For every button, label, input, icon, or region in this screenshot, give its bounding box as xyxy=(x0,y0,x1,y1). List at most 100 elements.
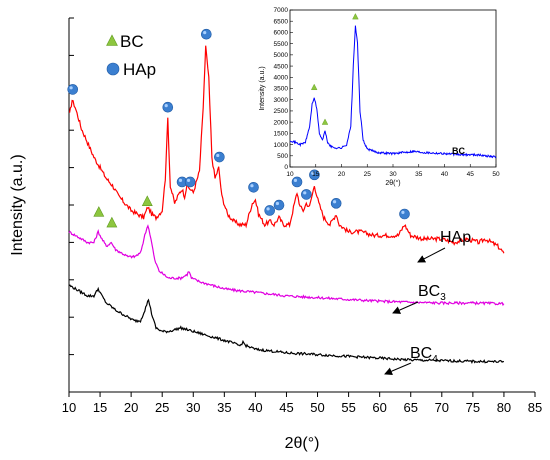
hap-peak-marker-highlight xyxy=(216,153,220,158)
series-label-bc4: BC4 xyxy=(410,345,438,365)
inset-y-tick-label: 3000 xyxy=(274,97,289,104)
hap-peak-marker-highlight xyxy=(186,178,191,182)
inset-x-tick-label: 20 xyxy=(338,171,346,178)
main-x-tick-label: 15 xyxy=(93,400,107,415)
main-x-tick-label: 85 xyxy=(528,400,542,415)
main-x-tick-label: 60 xyxy=(372,400,386,415)
triangle-icon xyxy=(106,34,118,46)
inset-y-ticks: 0 500 1000 1500 2000 2500 3000 3500 4000 4500 5000… xyxy=(274,7,293,171)
legend-item-bc: BC xyxy=(106,32,144,51)
hap-peak-marker-highlight xyxy=(266,207,270,211)
legend-label-bc: BC xyxy=(120,32,144,51)
hap-peak-marker xyxy=(264,205,275,216)
inset-y-tick-label: 5000 xyxy=(274,52,289,59)
hap-peak-marker xyxy=(214,151,225,163)
hap-peak-marker xyxy=(162,101,174,113)
hap-peak-marker-highlight xyxy=(311,171,315,175)
main-x-tick-label: 75 xyxy=(466,400,480,415)
inset-x-tick-label: 50 xyxy=(492,171,500,178)
inset-y-tick-label: 5500 xyxy=(274,41,289,48)
series-label-hap: HAp xyxy=(440,229,471,246)
inset-y-axis-label: Intensity (a.u.) xyxy=(259,66,266,110)
series-line-hap xyxy=(69,45,505,254)
inset-x-ticks: 10 15 20 25 30 35 40 45 50 xyxy=(286,164,500,178)
inset-y-tick-label: 4500 xyxy=(274,63,289,70)
series-label-bc3-main: BC xyxy=(418,283,440,300)
main-y-ticks xyxy=(69,17,74,393)
main-x-axis-label: 2θ(°) xyxy=(285,435,320,452)
legend-item-hap: HAp xyxy=(106,60,156,79)
main-plot-area: 10 15 20 25 30 35 40 45 50 55 60 65 70 75 80 85 2θ(°) I… xyxy=(9,17,542,452)
inset-y-tick-label: 500 xyxy=(277,153,288,160)
hap-peak-marker xyxy=(399,208,410,220)
inset-x-axis-label: 2θ(°) xyxy=(385,179,400,187)
inset-x-tick-label: 10 xyxy=(286,171,294,178)
hap-peak-marker xyxy=(184,176,196,188)
hap-peak-marker xyxy=(201,28,212,40)
inset-y-tick-label: 2000 xyxy=(274,119,289,126)
hap-peak-marker xyxy=(248,182,259,193)
hap-peak-marker xyxy=(291,176,303,188)
hap-peak-marker-highlight xyxy=(178,178,183,182)
inset-y-tick-label: 0 xyxy=(284,164,288,171)
hap-peak-marker-highlight xyxy=(250,184,254,188)
legend: BC HAp xyxy=(106,32,156,79)
main-x-tick-label: 10 xyxy=(62,400,76,415)
main-x-tick-label: 65 xyxy=(403,400,417,415)
series-label-bc3: BC3 xyxy=(418,283,446,303)
inset-x-tick-label: 45 xyxy=(467,171,475,178)
main-series-group xyxy=(68,45,505,364)
bc-peak-marker xyxy=(106,216,118,228)
inset-x-tick-label: 35 xyxy=(415,171,423,178)
inset-x-tick-label: 15 xyxy=(312,171,320,178)
inset-x-tick-label: 30 xyxy=(389,171,397,178)
main-x-tick-label: 80 xyxy=(497,400,511,415)
inset-y-tick-label: 2500 xyxy=(274,108,289,115)
inset-y-tick-label: 7000 xyxy=(274,7,289,14)
hap-peak-marker xyxy=(301,189,312,200)
inset-plot-area: 0 500 1000 1500 2000 2500 3000 3500 4000 4500 5000… xyxy=(259,7,500,187)
inset-bc-peak-marker xyxy=(352,13,359,20)
inset-series-line-bc xyxy=(289,25,497,159)
circle-icon xyxy=(106,62,120,76)
series-label-bc4-main: BC xyxy=(410,345,432,362)
hap-peak-marker-highlight xyxy=(69,86,73,90)
hap-peak-marker-highlight xyxy=(293,178,298,182)
inset-y-tick-label: 1500 xyxy=(274,131,289,138)
inset-series-group xyxy=(289,25,497,159)
main-x-tick-label: 20 xyxy=(124,400,138,415)
main-x-tick-label: 30 xyxy=(186,400,200,415)
main-x-tick-label: 35 xyxy=(217,400,231,415)
series-arrow-hap xyxy=(417,247,446,263)
inset-y-tick-label: 6500 xyxy=(274,18,289,25)
inset-x-tick-label: 25 xyxy=(364,171,372,178)
series-labels: HAp BC3 BC4 xyxy=(384,229,471,375)
inset-y-tick-label: 6000 xyxy=(274,30,289,37)
series-arrow-bc4 xyxy=(384,362,412,375)
series-line-bc4 xyxy=(68,284,505,364)
inset-y-tick-label: 3500 xyxy=(274,86,289,93)
inset-x-tick-label: 40 xyxy=(441,171,449,178)
inset-bc-peak-marker xyxy=(310,83,318,90)
series-arrow-bc3 xyxy=(392,301,419,314)
series-line-bc3 xyxy=(68,224,505,307)
series-label-bc4-sub: 4 xyxy=(432,354,438,365)
main-x-tick-label: 25 xyxy=(155,400,169,415)
main-y-axis-label: Intensity (a.u.) xyxy=(9,154,26,255)
main-x-tick-label: 55 xyxy=(341,400,355,415)
inset-peak-markers xyxy=(310,13,359,125)
hap-peak-marker-highlight xyxy=(332,200,337,204)
bc-peak-marker xyxy=(141,195,153,206)
inset-bc-peak-marker xyxy=(321,118,329,125)
legend-label-hap: HAp xyxy=(123,60,156,79)
hap-peak-marker-highlight xyxy=(303,191,307,195)
inset-series-label-bc: BC xyxy=(452,146,465,156)
main-x-tick-label: 45 xyxy=(279,400,293,415)
hap-peak-marker xyxy=(330,198,342,209)
series-label-bc3-sub: 3 xyxy=(440,292,446,303)
hap-peak-marker xyxy=(273,199,285,211)
hap-peak-marker xyxy=(67,84,79,95)
main-x-tick-label: 70 xyxy=(435,400,449,415)
main-x-tick-label: 40 xyxy=(248,400,262,415)
